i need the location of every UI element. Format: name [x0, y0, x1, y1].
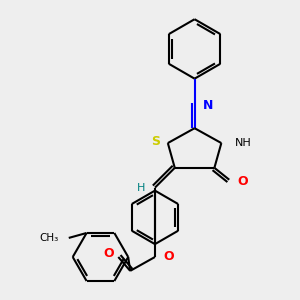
Text: S: S: [152, 135, 160, 148]
Text: H: H: [137, 183, 145, 193]
Text: O: O: [163, 250, 173, 263]
Text: NH: NH: [235, 138, 252, 148]
Text: CH₃: CH₃: [40, 233, 59, 243]
Text: N: N: [202, 99, 213, 112]
Text: O: O: [103, 247, 114, 260]
Text: O: O: [237, 175, 248, 188]
